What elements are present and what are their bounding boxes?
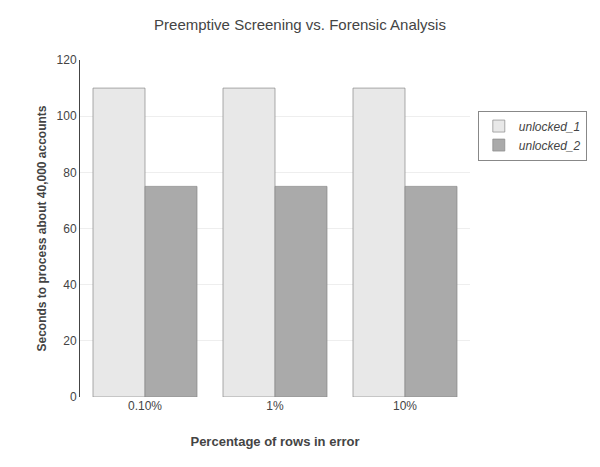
svg-text:Percentage of rows in error: Percentage of rows in error — [190, 434, 359, 449]
svg-text:unlocked_2: unlocked_2 — [519, 139, 581, 153]
svg-text:0: 0 — [70, 390, 77, 404]
svg-text:Seconds to process about 40,00: Seconds to process about 40,000 accounts — [35, 105, 49, 351]
svg-text:60: 60 — [63, 222, 77, 236]
svg-text:20: 20 — [63, 334, 77, 348]
svg-text:0.10%: 0.10% — [128, 399, 162, 413]
svg-text:Preemptive Screening vs. Foren: Preemptive Screening vs. Forensic Analys… — [154, 16, 446, 33]
svg-text:120: 120 — [57, 53, 77, 67]
svg-text:10%: 10% — [393, 399, 417, 413]
svg-text:80: 80 — [63, 166, 77, 180]
svg-text:40: 40 — [63, 278, 77, 292]
svg-text:100: 100 — [57, 109, 77, 123]
svg-text:1%: 1% — [266, 399, 284, 413]
svg-text:unlocked_1: unlocked_1 — [519, 120, 580, 134]
